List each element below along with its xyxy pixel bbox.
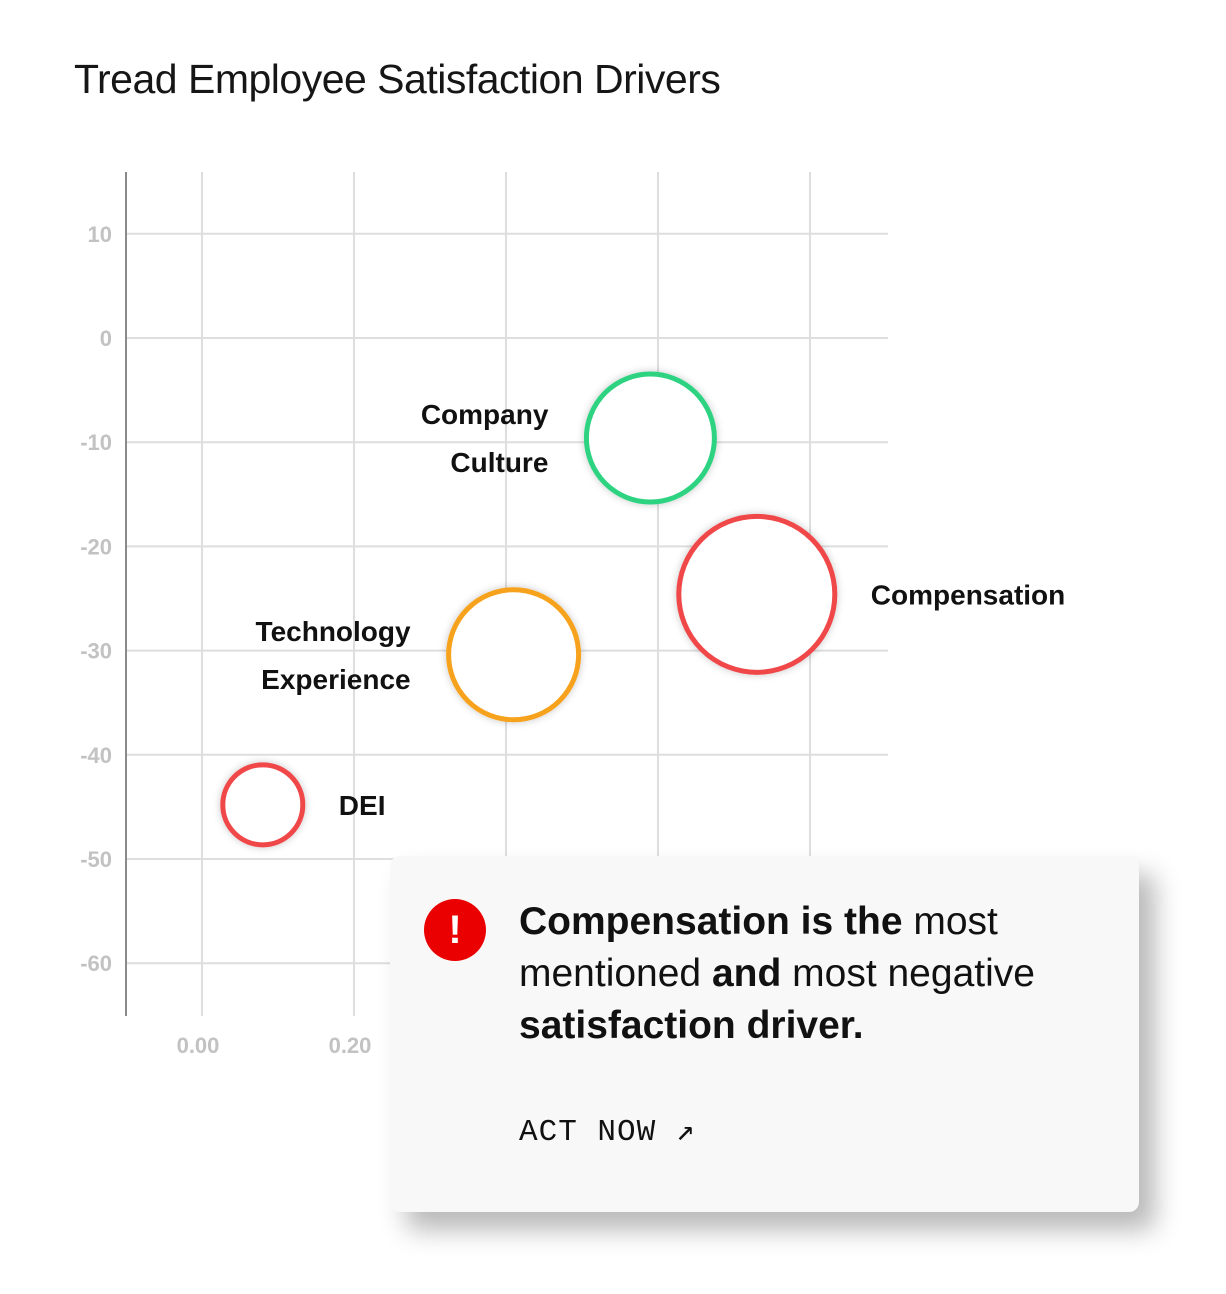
bubble-label-technology-experience: Technology xyxy=(256,616,411,647)
bubble-label-company-culture: Culture xyxy=(450,447,548,478)
bubble-dei xyxy=(220,762,306,848)
act-now-label: ACT NOW xyxy=(519,1115,657,1150)
exclamation-alert-icon: ! xyxy=(424,899,486,961)
y-tick-label: 0 xyxy=(100,326,112,351)
insight-bold-1: Compensation is the xyxy=(519,900,903,943)
chart-tick-labels: 10 0 -10 -20 -30 -40 -50 -60 0.00 0.20 xyxy=(80,222,371,1058)
chart-title: Tread Employee Satisfaction Drivers xyxy=(74,56,721,102)
bubble-technology-experience xyxy=(446,587,582,723)
y-tick-label: -30 xyxy=(80,639,112,664)
insight-message: Compensation is the most mentioned and m… xyxy=(519,896,1109,1052)
insight-card: ! Compensation is the most mentioned and… xyxy=(390,856,1139,1212)
y-tick-label: 10 xyxy=(88,222,112,247)
insight-bold-3: satisfaction driver. xyxy=(519,1004,864,1047)
x-tick-label: 0.00 xyxy=(177,1033,220,1058)
x-tick-label: 0.20 xyxy=(329,1033,372,1058)
chart-bubbles xyxy=(220,371,838,848)
y-tick-label: -60 xyxy=(80,951,112,976)
bubble-compensation xyxy=(676,513,838,675)
y-tick-label: -40 xyxy=(80,743,112,768)
bubble-label-technology-experience: Experience xyxy=(261,664,410,695)
y-tick-label: -50 xyxy=(80,847,112,872)
act-now-link[interactable]: ACT NOW ↗ xyxy=(519,1112,696,1150)
insight-normal-1: most mentioned xyxy=(519,900,998,995)
arrow-up-right-icon: ↗ xyxy=(675,1115,696,1150)
insight-bold-2: and xyxy=(711,952,782,995)
bubble-label-company-culture: Company xyxy=(421,399,549,430)
y-tick-label: -10 xyxy=(80,430,112,455)
chart-bubble-labels: Company Culture Compensation Technology Expe… xyxy=(256,399,1066,821)
bubble-company-culture xyxy=(583,371,717,505)
bubble-label-compensation: Compensation xyxy=(871,579,1065,610)
bubble-label-dei: DEI xyxy=(339,790,386,821)
y-tick-label: -20 xyxy=(80,534,112,559)
insight-normal-2: most negative xyxy=(781,952,1035,995)
